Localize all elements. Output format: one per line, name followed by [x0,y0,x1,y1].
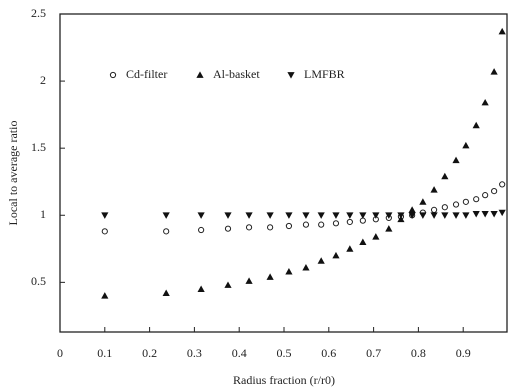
data-point [245,224,253,231]
data-point [430,186,438,193]
x-tick-label: 0 [57,346,63,360]
data-point [397,215,405,223]
data-point [385,212,393,219]
data-point [473,196,480,203]
data-point [441,204,448,211]
data-point [285,268,293,275]
data-point [317,212,325,219]
data-point [198,226,205,234]
legend-label: Al-basket [213,67,260,81]
data-point [224,225,232,232]
data-point [332,212,340,219]
data-point [346,245,354,252]
data-point [285,222,293,230]
data-point [317,257,325,264]
data-point [490,68,498,75]
data-point [452,156,460,164]
data-point [441,212,449,219]
data-point [359,238,367,245]
data-point [266,273,274,280]
data-point [267,224,274,231]
x-tick-label: 0.7 [366,346,381,360]
x-tick-label: 0.3 [187,346,202,360]
data-point [472,211,480,218]
y-tick-label: 2.5 [31,6,46,20]
data-point [419,212,427,219]
data-point [302,212,310,219]
data-point [224,281,232,288]
data-point [359,212,367,219]
data-point [332,220,340,227]
y-tick-label: 2 [40,73,46,87]
data-point [408,206,416,213]
data-point [472,121,480,129]
data-point [498,209,506,217]
data-point [452,212,460,219]
data-point [499,181,506,188]
data-point [197,212,205,219]
data-point [462,141,470,149]
data-point [224,212,232,219]
data-point [372,233,380,240]
legend-marker [109,71,117,79]
y-tick-label: 1 [40,207,46,221]
data-point [441,172,449,180]
data-point [245,212,253,219]
data-point [498,27,506,35]
data-point [419,198,427,205]
data-point [430,206,438,213]
data-point [197,285,205,292]
y-tick-label: 0.5 [31,274,46,288]
data-point [266,212,274,219]
data-point [285,212,293,219]
data-point [332,251,340,259]
data-point [346,218,353,226]
plot-frame [59,13,508,333]
x-tick-label: 0.1 [97,346,112,360]
y-tick-label: 1.5 [31,140,46,154]
data-point [490,211,498,218]
legend-label: Cd-filter [126,67,167,81]
data-point [462,212,470,219]
data-point [101,228,108,235]
data-point [318,221,325,228]
x-tick-label: 0.5 [277,346,292,360]
data-point [397,212,405,219]
x-tick-label: 0.2 [142,346,157,360]
legend-marker [287,72,295,79]
x-tick-label: 0.6 [321,346,336,360]
x-tick-label: 0.4 [232,346,247,360]
data-point [385,225,393,232]
data-point [101,212,109,219]
data-point [372,212,380,219]
x-tick-label: 0.9 [456,346,471,360]
data-point [162,212,170,219]
data-point [482,192,489,199]
x-axis-label: Radius fraction (r/r0) [233,373,335,387]
legend-marker [196,71,204,78]
data-point [452,201,460,208]
data-point [481,211,489,218]
x-tick-label: 0.8 [411,346,426,360]
data-point [162,289,170,296]
data-point [163,228,170,235]
data-point [481,98,489,106]
data-point [491,188,498,195]
data-point [302,221,310,228]
legend-label: LMFBR [304,67,345,81]
data-point [430,212,438,219]
y-axis-label: Local to average ratio [6,121,20,226]
data-point [346,212,354,219]
data-point [302,263,310,271]
data-point [101,292,109,299]
data-point [408,212,416,219]
data-point [245,277,253,284]
data-point [462,198,469,205]
